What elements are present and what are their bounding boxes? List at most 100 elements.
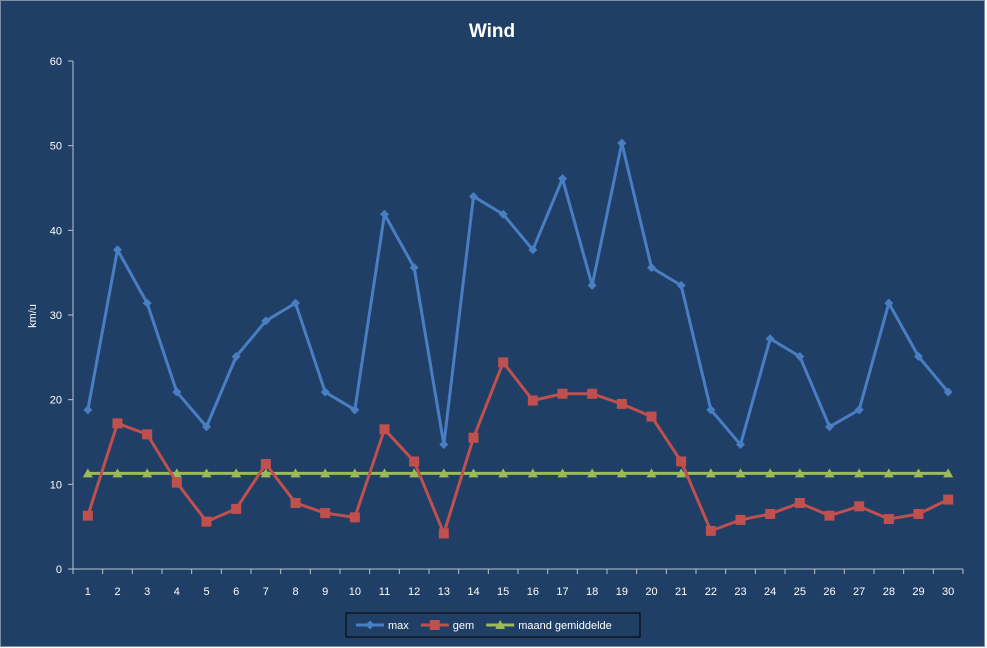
legend-swatch-marker: [365, 620, 375, 630]
data-point: [409, 456, 420, 467]
legend-label: gem: [453, 620, 474, 632]
x-tick-label: 10: [349, 586, 361, 598]
data-point: [201, 516, 212, 527]
data-point: [113, 245, 122, 255]
data-point: [290, 497, 301, 508]
data-point: [231, 351, 241, 361]
data-point: [438, 528, 449, 539]
data-point: [142, 468, 153, 478]
x-tick-label: 22: [705, 586, 717, 598]
data-point: [616, 398, 627, 409]
data-point: [795, 351, 805, 361]
y-tick-label: 30: [50, 310, 62, 322]
legend-label: max: [388, 620, 409, 632]
data-point: [231, 468, 242, 478]
data-point: [409, 468, 420, 478]
x-tick-label: 24: [764, 586, 776, 598]
legend-item: max: [356, 620, 409, 632]
x-tick-label: 28: [883, 586, 895, 598]
data-point: [557, 468, 568, 478]
data-point: [943, 494, 954, 505]
data-point: [112, 418, 123, 429]
series-line: [86, 141, 950, 447]
data-point: [914, 351, 923, 361]
data-point: [172, 387, 182, 397]
y-axis: 0 10 20 30 40 50 60: [50, 56, 74, 576]
data-point: [706, 405, 716, 415]
data-point: [824, 510, 835, 521]
x-tick-label: 5: [203, 586, 209, 598]
data-point: [409, 263, 419, 273]
y-axis-label: km/u: [27, 304, 39, 328]
data-point: [587, 280, 597, 290]
data-point: [171, 468, 182, 478]
data-point: [261, 316, 271, 326]
data-point: [82, 510, 93, 521]
data-point: [498, 468, 509, 478]
data-point: [883, 514, 894, 525]
data-point: [646, 411, 657, 422]
data-point: [379, 424, 390, 435]
y-tick-label: 50: [50, 141, 62, 153]
data-point: [736, 440, 745, 450]
legend-swatch-marker: [429, 620, 440, 630]
y-tick-label: 60: [50, 56, 62, 68]
x-tick-label: 15: [497, 586, 509, 598]
data-point: [913, 468, 924, 478]
data-point: [320, 468, 331, 478]
data-point: [794, 468, 805, 478]
data-point: [913, 508, 924, 519]
x-tick-label: 3: [144, 586, 150, 598]
x-tick-label: 11: [379, 586, 390, 598]
data-point: [379, 468, 390, 478]
data-point: [468, 432, 479, 443]
x-tick-label: 1: [85, 586, 91, 598]
x-axis: 1 2 3 4 5 6 7 8 9 10 11 12 13 14 15 16 17 18 19 20 21 22 23 24 2…: [72, 568, 964, 598]
legend-item: maand gemiddelde: [486, 620, 612, 632]
x-tick-label: 14: [467, 586, 479, 598]
data-point: [617, 138, 627, 148]
data-point: [380, 209, 389, 219]
data-point: [142, 298, 152, 308]
data-point: [647, 263, 656, 273]
legend-item: gem: [420, 620, 474, 632]
data-point: [676, 456, 687, 467]
data-point: [349, 512, 360, 523]
data-point: [320, 387, 330, 397]
x-tick-label: 6: [233, 586, 239, 598]
x-tick-label: 21: [675, 586, 687, 598]
series-max: [83, 138, 953, 450]
data-point: [705, 468, 716, 478]
data-point: [794, 497, 805, 508]
x-tick-label: 13: [438, 586, 450, 598]
data-point: [616, 468, 627, 478]
data-point: [557, 388, 568, 399]
data-point: [943, 387, 953, 397]
data-point: [765, 468, 776, 478]
data-point: [824, 468, 835, 478]
x-tick-label: 12: [408, 586, 420, 598]
data-point: [142, 429, 153, 440]
data-point: [884, 298, 894, 308]
data-point: [320, 508, 331, 519]
data-point: [765, 334, 775, 344]
legend-label: maand gemiddelde: [518, 620, 612, 632]
data-point: [528, 245, 538, 255]
data-point: [735, 468, 746, 478]
x-tick-label: 18: [586, 586, 598, 598]
data-point: [587, 388, 598, 399]
data-point: [825, 422, 834, 432]
data-point: [202, 422, 211, 432]
data-point: [349, 468, 360, 478]
data-point: [883, 468, 894, 478]
data-point: [291, 298, 300, 308]
x-tick-label: 17: [556, 586, 568, 598]
series-gem: [82, 357, 954, 539]
data-point: [527, 395, 538, 406]
series-maand-gemiddelde: [82, 468, 954, 478]
data-point: [735, 514, 746, 525]
data-point: [439, 440, 449, 450]
data-point: [231, 503, 242, 514]
